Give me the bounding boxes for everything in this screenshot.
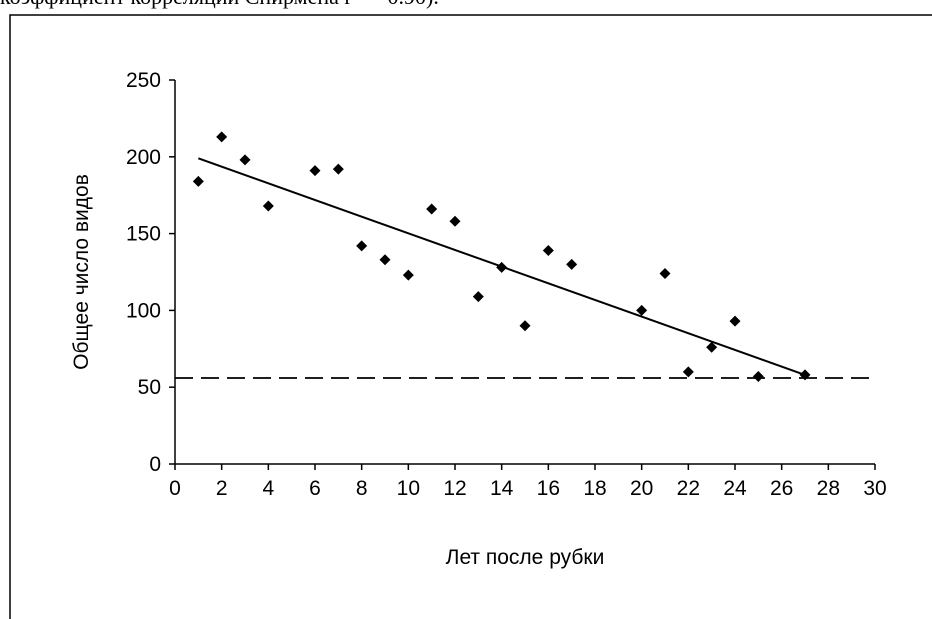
- x-tick-label: 4: [262, 477, 274, 500]
- x-axis-label: Лет после рубки: [446, 546, 605, 569]
- point: [216, 131, 228, 143]
- y-tick-label: 150: [126, 223, 161, 246]
- x-tick-label: 22: [677, 477, 700, 500]
- y-tick-label: 250: [126, 69, 161, 92]
- point: [729, 315, 741, 327]
- point: [659, 268, 671, 280]
- x-tick-label: 20: [630, 477, 653, 500]
- x-tick-label: 10: [397, 477, 420, 500]
- x-tick-label: 12: [443, 477, 466, 500]
- point: [542, 244, 554, 256]
- y-tick-label: 50: [138, 376, 161, 399]
- x-tick-label: 2: [216, 477, 228, 500]
- point: [379, 254, 391, 266]
- point: [426, 203, 438, 215]
- point: [262, 200, 274, 212]
- point: [332, 163, 344, 175]
- x-tick-label: 28: [817, 477, 840, 500]
- point: [402, 269, 414, 281]
- point: [239, 154, 251, 166]
- x-tick-label: 0: [169, 477, 181, 500]
- x-tick-label: 16: [537, 477, 560, 500]
- y-tick-label: 0: [149, 453, 161, 476]
- point: [706, 341, 718, 353]
- trend-line: [197, 157, 806, 376]
- x-tick-label: 14: [490, 477, 514, 500]
- point: [682, 366, 694, 378]
- point: [309, 165, 321, 177]
- point: [449, 215, 461, 227]
- x-tick-label: 24: [723, 477, 747, 500]
- frame: [9, 14, 932, 619]
- y-tick-label: 100: [126, 299, 161, 322]
- x-tick-label: 26: [770, 477, 793, 500]
- caption: коэффициент корреляции Спирмена r = −0.9…: [0, 0, 439, 9]
- point: [519, 320, 531, 332]
- point: [356, 240, 368, 252]
- point: [472, 291, 484, 303]
- point: [566, 258, 578, 270]
- point: [752, 370, 764, 382]
- y-tick-label: 200: [126, 146, 161, 169]
- x-tick-label: 8: [356, 477, 368, 500]
- point: [636, 304, 648, 316]
- y-axis-label: Общее число видов: [70, 174, 93, 370]
- point: [192, 175, 204, 187]
- x-tick-label: 30: [863, 477, 886, 500]
- x-tick-label: 18: [583, 477, 606, 500]
- x-tick-label: 6: [309, 477, 321, 500]
